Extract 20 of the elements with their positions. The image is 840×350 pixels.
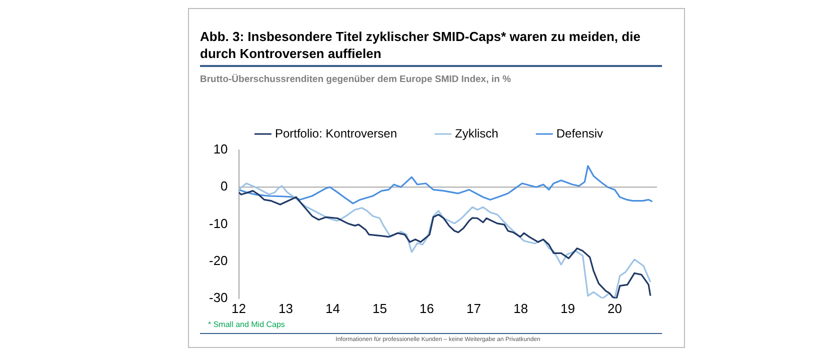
y-tick-label: 10: [213, 142, 228, 157]
y-tick-label: -30: [208, 290, 228, 305]
y-tick-label: 0: [220, 178, 228, 194]
x-tick-label: 16: [420, 300, 434, 316]
x-tick-label: 14: [326, 300, 340, 316]
x-tick-label: 15: [372, 300, 387, 316]
text: * Small and Mid Caps: [208, 320, 285, 329]
x-tick-label: 12: [232, 300, 246, 316]
legend-label: Defensiv: [556, 126, 604, 140]
x-tick-label: 17: [466, 300, 481, 316]
x-tick-label: 20: [607, 300, 622, 316]
y-tick-label: -10: [208, 216, 228, 231]
chart-title: Abb. 3: Insbesondere Titel zyklischer SMID-Caps* waren zu meiden, die durch Kontroversen auffielen: [200, 28, 642, 62]
x-tick-label: 18: [513, 300, 528, 316]
legend-label: Zyklisch: [455, 126, 498, 140]
legend-label: Portfolio: Kontroversen: [274, 126, 398, 140]
x-tick-label: 19: [560, 300, 575, 316]
y-tick-label: -20: [208, 252, 228, 268]
x-tick-label: 13: [278, 300, 294, 316]
chart-subtitle: Brutto-Überschussrenditen gegenüber dem Europe SMID Index, in %: [200, 74, 511, 85]
